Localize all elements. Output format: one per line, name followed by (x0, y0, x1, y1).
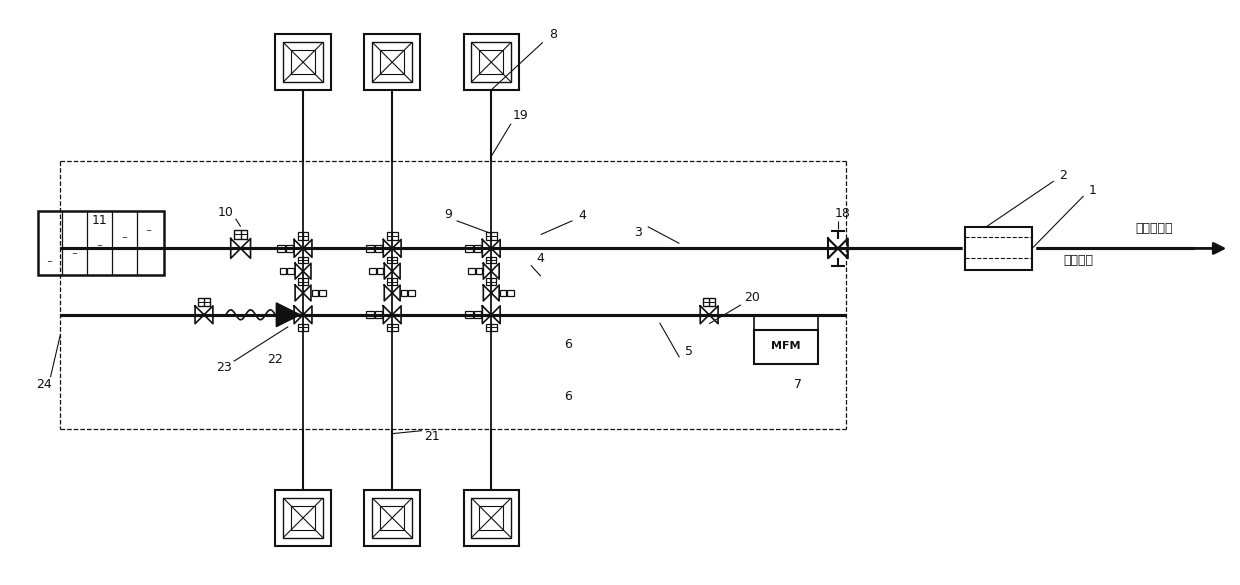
Text: 4: 4 (537, 252, 544, 265)
Bar (234, 229, 247, 239)
Bar (283, 42, 322, 82)
Bar (285, 245, 293, 252)
Text: 6: 6 (564, 338, 573, 351)
Bar (408, 290, 414, 296)
Text: 5: 5 (686, 345, 693, 358)
Bar (275, 35, 331, 90)
Text: MFM: MFM (771, 342, 800, 352)
Text: ─: ─ (146, 228, 150, 233)
Bar (387, 324, 398, 331)
Bar (486, 278, 496, 285)
Bar (476, 269, 482, 274)
Text: 2: 2 (1059, 168, 1066, 181)
Bar (291, 50, 315, 74)
Text: 11: 11 (92, 214, 108, 227)
Bar (471, 42, 511, 82)
Bar (37, 211, 165, 275)
Bar (312, 290, 319, 296)
Text: 海底管道: 海底管道 (1064, 254, 1094, 267)
Bar (372, 42, 412, 82)
Bar (298, 324, 309, 331)
Bar (372, 498, 412, 538)
Bar (486, 257, 496, 263)
Bar (507, 290, 513, 296)
Bar (374, 245, 382, 252)
Text: 8: 8 (548, 28, 557, 41)
Bar (198, 298, 210, 306)
Text: 24: 24 (36, 378, 51, 391)
Bar (285, 311, 293, 318)
Bar (387, 232, 398, 239)
Text: 9: 9 (445, 208, 453, 221)
Bar (467, 269, 475, 274)
Bar (366, 311, 373, 318)
Bar (288, 269, 294, 274)
Bar (291, 506, 315, 530)
Bar (464, 35, 520, 90)
Bar (387, 278, 397, 285)
Text: 1: 1 (1089, 184, 1096, 198)
Text: 22: 22 (268, 353, 283, 366)
Bar (283, 498, 322, 538)
Bar (754, 329, 818, 364)
Bar (374, 311, 382, 318)
Text: 去周边平台: 去周边平台 (1135, 222, 1173, 235)
Text: 7: 7 (795, 378, 802, 391)
Bar (480, 506, 503, 530)
Bar (381, 50, 404, 74)
Bar (368, 269, 376, 274)
Bar (471, 498, 511, 538)
Text: ─: ─ (47, 259, 52, 265)
Bar (365, 490, 420, 546)
Bar (299, 257, 308, 263)
Text: 21: 21 (424, 430, 440, 443)
Bar (319, 290, 326, 296)
Text: 3: 3 (634, 226, 642, 239)
Bar (387, 257, 397, 263)
Bar (703, 298, 715, 306)
Text: 4: 4 (578, 209, 587, 222)
Bar (465, 245, 472, 252)
Bar (486, 324, 496, 331)
Text: 19: 19 (513, 109, 528, 122)
Polygon shape (277, 303, 300, 326)
Text: ─: ─ (122, 236, 126, 242)
Bar (480, 50, 503, 74)
Bar (277, 245, 284, 252)
Text: 10: 10 (218, 207, 233, 219)
Bar (500, 290, 506, 296)
Bar (275, 490, 331, 546)
Bar (486, 232, 496, 239)
Bar (377, 269, 383, 274)
Bar (401, 290, 408, 296)
Bar (366, 245, 373, 252)
Bar (474, 311, 481, 318)
Bar (464, 490, 520, 546)
Bar (365, 35, 420, 90)
Bar (474, 245, 481, 252)
Text: ─: ─ (97, 243, 102, 249)
Bar (299, 278, 308, 285)
Bar (277, 311, 284, 318)
Bar (298, 232, 309, 239)
Text: 6: 6 (564, 391, 573, 404)
Text: 20: 20 (744, 291, 760, 304)
Text: ─: ─ (72, 252, 77, 257)
Text: 23: 23 (216, 361, 232, 374)
Bar (381, 506, 404, 530)
Bar (965, 226, 1032, 270)
Text: 18: 18 (835, 207, 851, 221)
Bar (280, 269, 286, 274)
Bar (465, 311, 472, 318)
